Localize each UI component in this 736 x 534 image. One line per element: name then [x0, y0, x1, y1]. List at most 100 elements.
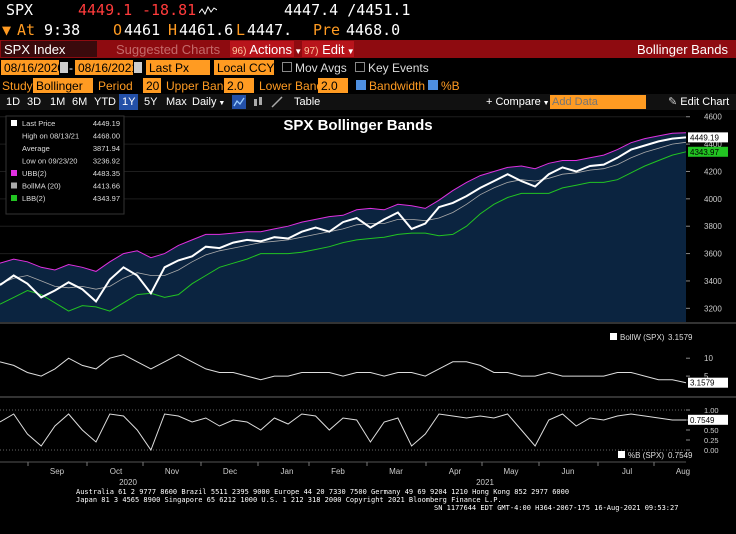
open-value: 4461 [124, 21, 161, 39]
pctb-legend-value: 0.7549 [668, 451, 693, 460]
x-tick-label: Dec [223, 467, 237, 476]
table-button[interactable]: Table [294, 96, 321, 108]
legend-swatch [11, 182, 17, 189]
frequency-select[interactable]: Daily ▼ [192, 94, 225, 112]
bollinger-chart-svg[interactable]: SPX Bollinger Bands 4600 4400 4200 4000 3800… [0, 110, 736, 530]
calendar-icon[interactable] [60, 62, 68, 73]
mov-avgs-checkbox[interactable] [282, 62, 292, 72]
time-prefix: At [17, 21, 36, 39]
bandwidth-checkbox[interactable] [356, 80, 366, 90]
x-tick-label: Mar [389, 467, 403, 476]
annotation-icon[interactable] [270, 95, 284, 109]
key-events-checkbox[interactable] [355, 62, 365, 72]
frequency-label: Daily [192, 96, 217, 108]
currency-select[interactable]: Local CCY [214, 60, 274, 75]
range-1d[interactable]: 1D [6, 96, 21, 108]
band-fill-area [0, 132, 686, 322]
chart-area[interactable]: SPX Bollinger Bands 4600 4400 4200 4000 3800… [0, 110, 736, 530]
pctb-checkbox[interactable] [428, 80, 438, 90]
y-tick-label: 5 [704, 372, 709, 381]
price-field-select[interactable]: Last Px [146, 60, 210, 75]
chart-title: SPX Bollinger Bands [283, 117, 432, 134]
time: 9:38 [44, 21, 81, 39]
open-label: O [113, 21, 123, 39]
edit-label: Edit [322, 42, 345, 57]
lower-band-label: Lower Band [259, 79, 324, 93]
security-field[interactable]: SPX Index [1, 41, 97, 57]
function-toolbar: SPX Index Suggested Charts 96) Actions ▼… [0, 40, 736, 58]
range-1y[interactable]: 1Y [119, 94, 139, 110]
chevron-down-icon: ▼ [344, 47, 355, 56]
legend-value: 4413.66 [93, 182, 120, 191]
actions-menu[interactable]: 96) Actions ▼ [230, 41, 302, 57]
legend-value: 4483.35 [93, 169, 120, 178]
plus-icon: + [486, 96, 496, 108]
bandwidth-line [0, 354, 687, 384]
study-settings-row: Study Bollinger Period 20 Upper Band 2.0… [0, 78, 736, 94]
legend-value: 4449.19 [93, 119, 120, 128]
range-6m[interactable]: 6M [72, 96, 88, 108]
y-tick-label: 3200 [704, 304, 722, 313]
x-tick-label: Feb [331, 467, 345, 476]
range-1m[interactable]: 1M [50, 96, 66, 108]
legend-value: 4468.00 [93, 132, 120, 141]
legend-swatch [11, 195, 17, 201]
start-date-field[interactable]: 08/16/2020 [1, 60, 59, 75]
edit-menu[interactable]: 97) Edit ▼ [302, 41, 355, 57]
compare-button[interactable]: + Compare ▼ [486, 94, 550, 112]
y-tick-label: 1.00 [704, 406, 719, 415]
legend-label: Low on 09/23/20 [22, 157, 77, 166]
last-value-tag [688, 146, 728, 157]
legend-label: Average [22, 144, 50, 153]
legend-swatch [11, 120, 17, 126]
x-tick-label: May [503, 467, 518, 476]
y-tick-label: 10 [704, 354, 713, 363]
high-label: H [168, 21, 178, 39]
last-price: 4449.1 [78, 1, 133, 19]
y-tick-label: 3800 [704, 222, 722, 231]
last-value-tag [688, 132, 728, 143]
period-field[interactable]: 20 [143, 78, 161, 93]
x-tick-label: Nov [165, 467, 179, 476]
range-3d[interactable]: 3D [27, 96, 42, 108]
calendar-icon[interactable] [134, 62, 142, 73]
legend-label: LBB(2) [22, 194, 46, 203]
y-tick-label: 4400 [704, 140, 722, 149]
range-ytd[interactable]: YTD [94, 96, 116, 108]
actions-number: 96) [232, 46, 247, 57]
net-change: -18.81 [142, 1, 197, 19]
low-label: L [236, 21, 246, 39]
key-events-label: Key Events [368, 61, 429, 75]
ticker: SPX [6, 1, 34, 19]
candle-chart-icon[interactable] [251, 95, 265, 109]
x-axis: Sep Oct Nov Dec Jan Feb Mar Apr May Jun Jul Aug 2020… [0, 461, 690, 487]
upper-band-field[interactable]: 2.0 [224, 78, 254, 93]
low-value: 4447. [247, 21, 293, 39]
edit-chart-button[interactable]: ✎ Edit Chart [668, 94, 729, 110]
study-label: Study [2, 79, 33, 93]
actions-label: Actions [249, 42, 292, 57]
upper-band-label: Upper Band [166, 79, 231, 93]
suggested-charts-button[interactable]: Suggested Charts [100, 41, 226, 57]
end-date-field[interactable]: 08/16/2021 [75, 60, 133, 75]
bandwidth-legend-swatch [610, 333, 617, 340]
pctb-legend-swatch [618, 451, 625, 458]
range-5y[interactable]: 5Y [144, 96, 158, 108]
quote-bar: SPX 4449.1 -18.81 4447.4 /4451.1 [0, 0, 736, 20]
prev-label: Pre [313, 21, 341, 39]
last-value-tag [688, 414, 728, 425]
last-value-tag [688, 377, 728, 388]
lower-band-field[interactable]: 2.0 [318, 78, 348, 93]
last-value-tag-label: 4449.19 [690, 133, 719, 142]
lbb-line [0, 151, 687, 312]
x-tick-label: Jul [622, 467, 632, 476]
panel-separator [0, 396, 736, 398]
study-select[interactable]: Bollinger [33, 78, 93, 93]
last-price-line [0, 136, 687, 304]
add-data-input[interactable] [550, 95, 646, 109]
range-max[interactable]: Max [166, 96, 187, 108]
legend-label: High on 08/13/21 [22, 132, 79, 141]
line-chart-icon[interactable] [232, 95, 246, 109]
